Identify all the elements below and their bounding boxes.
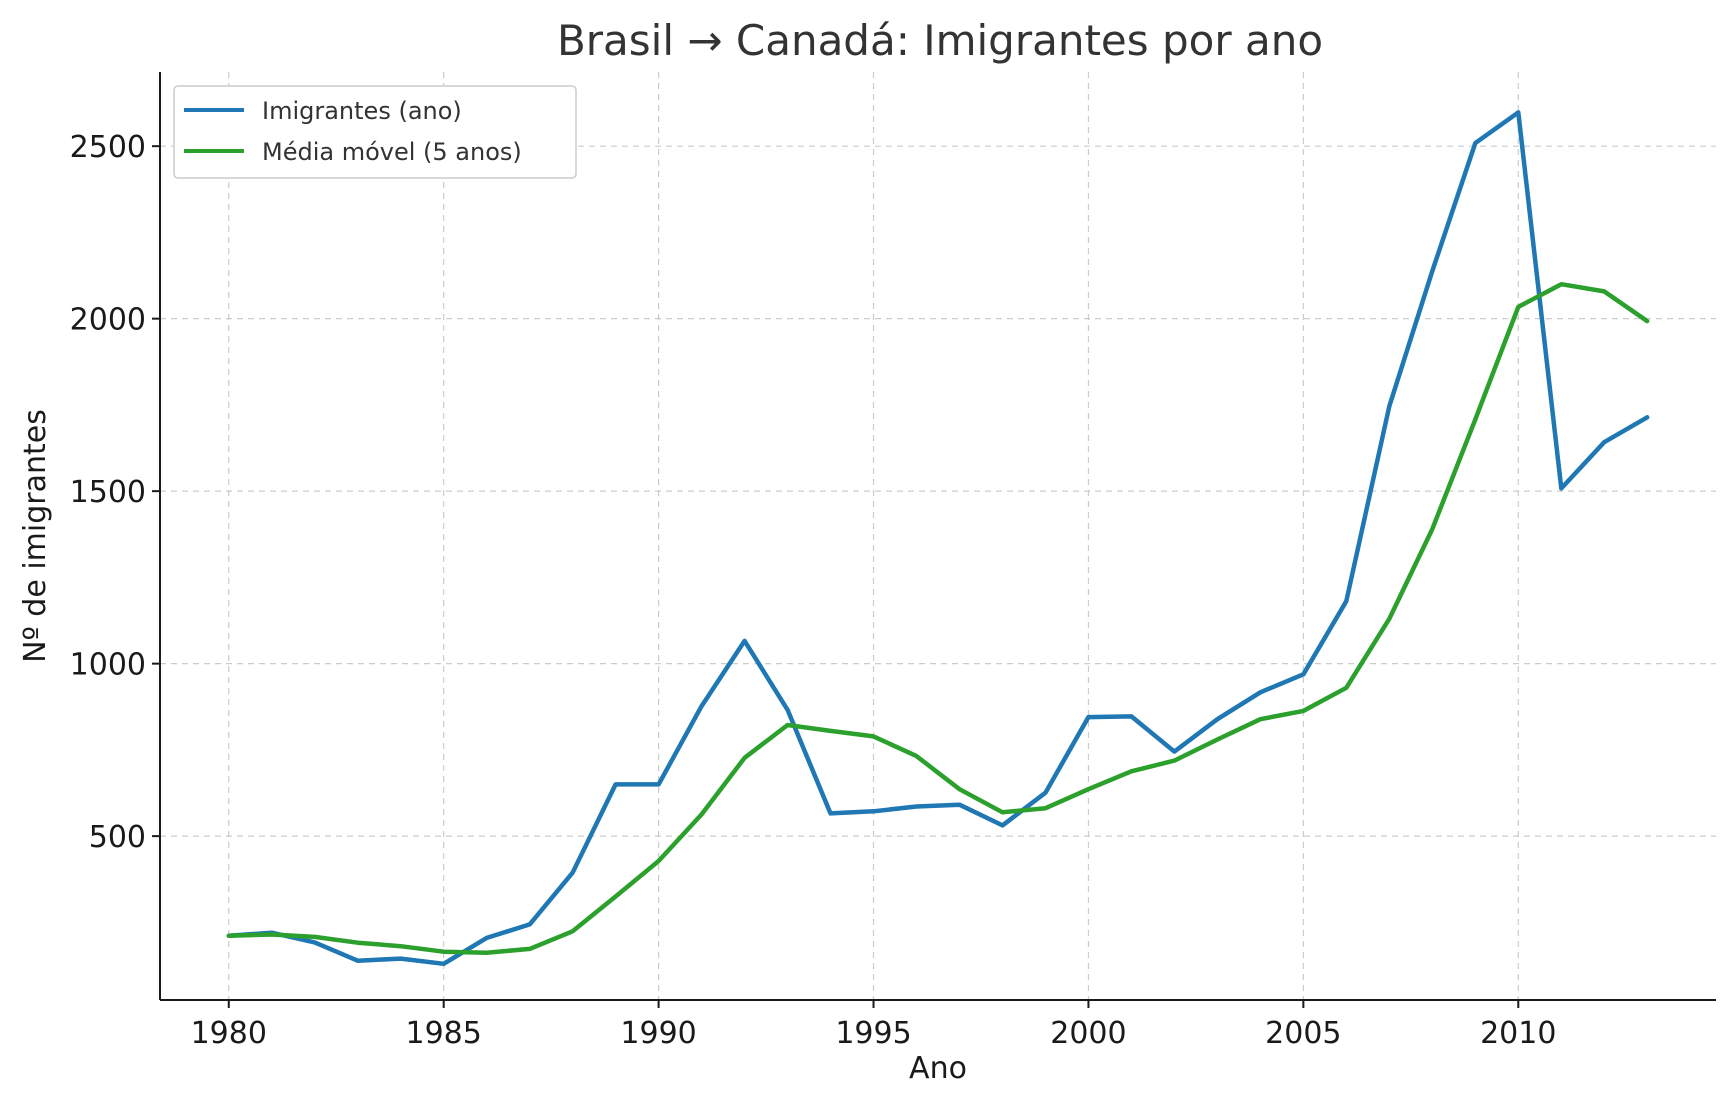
y-tick-label-500: 500 xyxy=(89,820,146,855)
x-tick-label-1980: 1980 xyxy=(191,1016,267,1051)
x-tick-label-2000: 2000 xyxy=(1050,1016,1126,1051)
y-ticks: 500 1000 1500 2000 2500 xyxy=(70,130,160,855)
x-tick-label-2005: 2005 xyxy=(1265,1016,1341,1051)
y-tick-label-2500: 2500 xyxy=(70,130,146,165)
chart-title: Brasil → Canadá: Imigrantes por ano xyxy=(557,16,1323,65)
series-line-imigrantes xyxy=(226,110,1650,967)
legend: Imigrantes (ano) Média móvel (5 anos) xyxy=(173,85,577,179)
x-tick-label-1995: 1995 xyxy=(835,1016,911,1051)
series-layer xyxy=(226,110,1650,967)
legend-label-media-movel: Média móvel (5 anos) xyxy=(262,138,522,166)
x-tick-label-2010: 2010 xyxy=(1480,1016,1556,1051)
legend-box xyxy=(173,85,577,179)
x-tick-label-1990: 1990 xyxy=(620,1016,696,1051)
y-tick-label-1500: 1500 xyxy=(70,475,146,510)
y-tick-label-1000: 1000 xyxy=(70,648,146,683)
legend-label-imigrantes: Imigrantes (ano) xyxy=(262,97,462,125)
x-tick-label-1985: 1985 xyxy=(406,1016,482,1051)
y-axis-label: Nº de imigrantes xyxy=(18,409,53,663)
x-ticks: 1980 1985 1990 1995 2000 2005 2010 xyxy=(191,1000,1556,1051)
y-tick-label-2000: 2000 xyxy=(70,303,146,338)
grid xyxy=(160,72,1716,1000)
axes xyxy=(159,72,1716,1001)
x-axis-label: Ano xyxy=(909,1051,967,1086)
series-line-media-movel xyxy=(226,281,1650,955)
